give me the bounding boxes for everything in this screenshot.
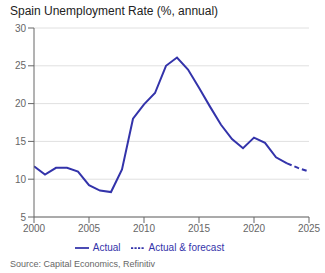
svg-text:2025: 2025	[298, 223, 317, 234]
svg-text:10: 10	[15, 174, 27, 185]
svg-text:2000: 2000	[23, 223, 46, 234]
svg-text:2010: 2010	[133, 223, 156, 234]
svg-text:2020: 2020	[243, 223, 266, 234]
html-text:Actual: Actual	[92, 241, 121, 253]
svg-text:30: 30	[15, 23, 27, 34]
svg-text:2015: 2015	[188, 223, 211, 234]
svg-text:25: 25	[15, 60, 27, 71]
svg-text:2005: 2005	[78, 223, 101, 234]
svg-text:5: 5	[20, 212, 26, 223]
html-text:Spain Unemployment Rate (%, an: Spain Unemployment Rate (%, annual)	[10, 4, 219, 18]
html-text:Source: Capital Economics, Ref: Source: Capital Economics, Refinitiv	[10, 259, 156, 269]
svg-text:20: 20	[15, 98, 27, 109]
html-text:Actual & forecast: Actual & forecast	[148, 241, 225, 253]
svg-text:15: 15	[15, 136, 27, 147]
